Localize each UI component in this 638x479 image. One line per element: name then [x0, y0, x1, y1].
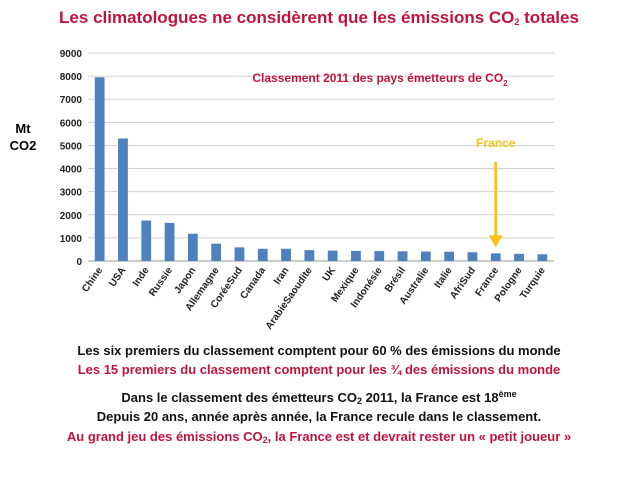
- x-tick-label: Inde: [131, 265, 152, 289]
- x-tick-label: Russie: [147, 265, 175, 299]
- y-tick-label: 5000: [60, 141, 83, 152]
- bar-turquie: [537, 254, 548, 261]
- bar-chine: [94, 77, 105, 262]
- bar-afrisud: [467, 252, 478, 261]
- y-tick-label: 2000: [60, 211, 83, 222]
- x-tick-labels: Chine USA IndeRussieJaponAllemagneCoréeSud…: [80, 265, 548, 332]
- y-unit-line2: CO2: [9, 138, 37, 153]
- bar-allemagne: [211, 243, 222, 261]
- chart-title: Classement 2011 des pays émetteurs de CO…: [252, 71, 508, 88]
- y-tick-label: 9000: [60, 49, 83, 60]
- y-tick-labels: 0 1000 2000 3000 4000 5000 6000 7000 8000 9000: [60, 49, 83, 268]
- note-line-1: Les six premiers du classement comptent …: [77, 343, 561, 358]
- note-line-3: Dans le classement des émetteurs CO2 201…: [121, 389, 517, 406]
- bar-iran: [281, 248, 291, 261]
- note-line-5: Au grand jeu des émissions CO2, la Franc…: [66, 429, 572, 445]
- arrow-head: [488, 235, 503, 248]
- france-annotation-label: France: [476, 136, 516, 150]
- bar-inde: [141, 220, 152, 261]
- x-tick-label: Chine: [80, 265, 105, 294]
- x-tick-label: Italie: [433, 265, 455, 290]
- bar-australie: [420, 251, 431, 261]
- note-line-4: Depuis 20 ans, année après année, la Fra…: [96, 409, 542, 424]
- y-tick-label: 8000: [60, 72, 83, 83]
- bar-mexique: [351, 250, 361, 261]
- y-tick-label: 1000: [60, 234, 83, 245]
- bar-russie: [164, 222, 175, 261]
- grid-layer: [88, 52, 554, 262]
- bar-france: [490, 253, 501, 261]
- bar-brésil: [397, 251, 408, 261]
- bar-italie: [444, 251, 455, 261]
- bars: [94, 77, 548, 262]
- page-title: Les climatologues ne considèrent que les…: [59, 8, 579, 27]
- bar-usa: [118, 138, 128, 261]
- bar-arabiesaoudite: [304, 250, 315, 261]
- bar-uk: [327, 250, 338, 261]
- y-unit-line1: Mt: [15, 121, 31, 136]
- bar-japon: [187, 233, 198, 261]
- x-tick-label: ArabieSaoudite: [264, 265, 315, 332]
- bar-pologne: [514, 253, 524, 261]
- y-axis-unit: Mt CO2: [6, 120, 40, 154]
- bar-canada: [257, 248, 268, 261]
- emissions-bar-chart: 0 1000 2000 3000 4000 5000 6000 7000 8000 9000 Ch…: [60, 49, 554, 332]
- y-tick-label: 6000: [60, 118, 83, 129]
- bar-coréesud: [234, 247, 245, 261]
- y-tick-label: 7000: [60, 95, 83, 106]
- y-tick-label: 4000: [60, 165, 83, 176]
- x-tick-label: USA: [107, 265, 128, 289]
- france-annotation-arrow: [488, 162, 503, 248]
- x-tick-label: UK: [321, 265, 339, 284]
- y-tick-label: 0: [76, 257, 82, 268]
- y-tick-label: 3000: [60, 188, 83, 199]
- x-tick-label: Iran: [272, 265, 292, 286]
- bar-indonésie: [374, 251, 385, 261]
- note-line-2: Les 15 premiers du classement comptent p…: [77, 362, 561, 377]
